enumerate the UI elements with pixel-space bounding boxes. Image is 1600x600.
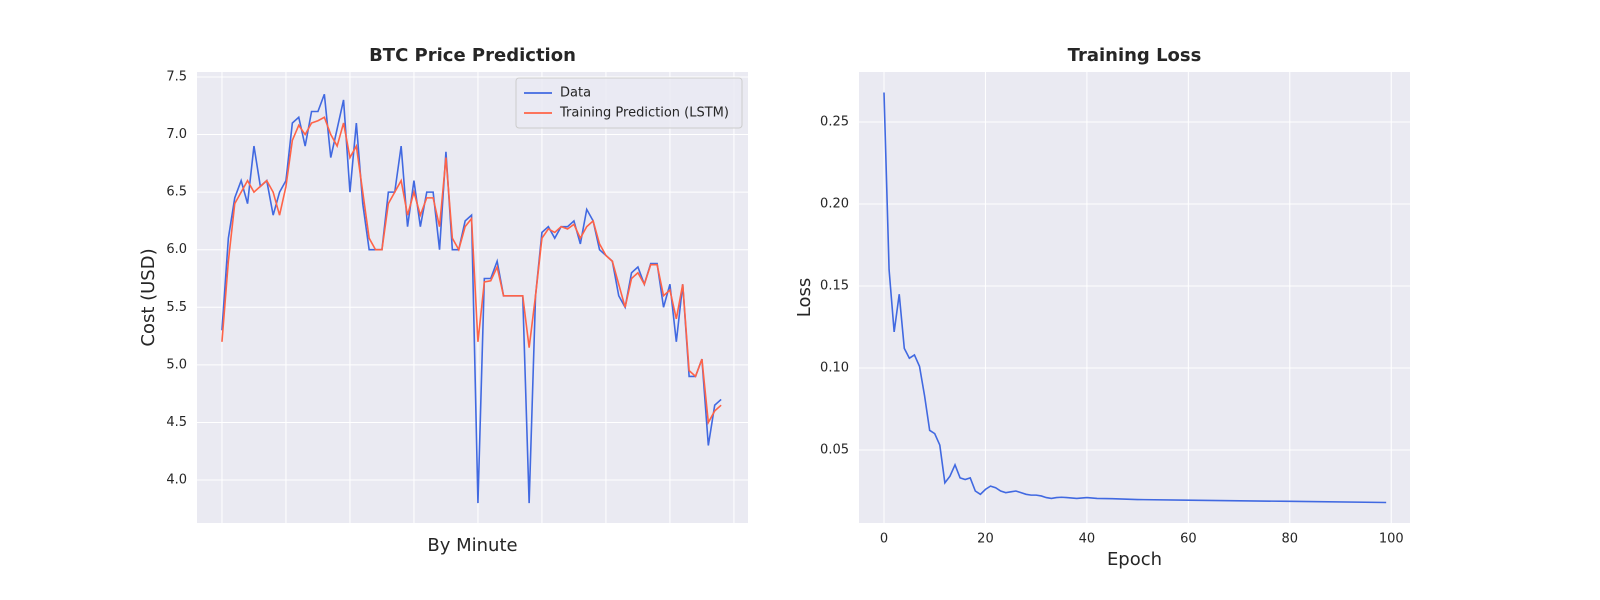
y-tick-label: 0.25 — [820, 115, 849, 130]
y-tick-label: 5.5 — [166, 300, 187, 315]
x-tick-label: 0 — [880, 532, 888, 547]
x-tick-label: 20 — [977, 532, 994, 547]
y-tick-label: 0.20 — [820, 197, 849, 212]
data-line — [221, 93, 722, 504]
y-tick-label: 0.10 — [820, 361, 849, 376]
x-tick-label: 100 — [1379, 532, 1404, 547]
y-tick-label: 0.15 — [820, 279, 849, 294]
y-tick-label: 5.0 — [166, 357, 187, 372]
plot-area — [197, 72, 748, 523]
x-tick-label: 60 — [1180, 532, 1197, 547]
legend-label: Data — [560, 86, 591, 101]
x-tick-label: 40 — [1079, 532, 1096, 547]
y-axis-label: Loss — [794, 278, 815, 317]
data-line — [883, 92, 1387, 504]
y-axis-label: Cost (USD) — [138, 248, 159, 346]
y-tick-label: 4.5 — [166, 415, 187, 430]
y-tick-label: 4.0 — [166, 473, 187, 488]
y-tick-label: 7.0 — [166, 127, 187, 142]
y-tick-label: 6.0 — [166, 242, 187, 257]
x-axis-label: By Minute — [427, 535, 517, 556]
x-axis-label: Epoch — [1107, 549, 1162, 570]
y-tick-label: 6.5 — [166, 185, 187, 200]
data-line — [221, 116, 722, 426]
chart-title: BTC Price Prediction — [369, 45, 576, 66]
chart-title: Training Loss — [1068, 45, 1202, 66]
legend-box — [515, 77, 743, 129]
y-tick-label: 0.05 — [820, 443, 849, 458]
plot-area — [859, 72, 1410, 523]
legend: Data Training Prediction (LSTM) — [515, 77, 743, 129]
legend-label: Training Prediction (LSTM) — [559, 106, 729, 121]
x-tick-label: 80 — [1282, 532, 1299, 547]
y-tick-label: 7.5 — [166, 69, 187, 84]
